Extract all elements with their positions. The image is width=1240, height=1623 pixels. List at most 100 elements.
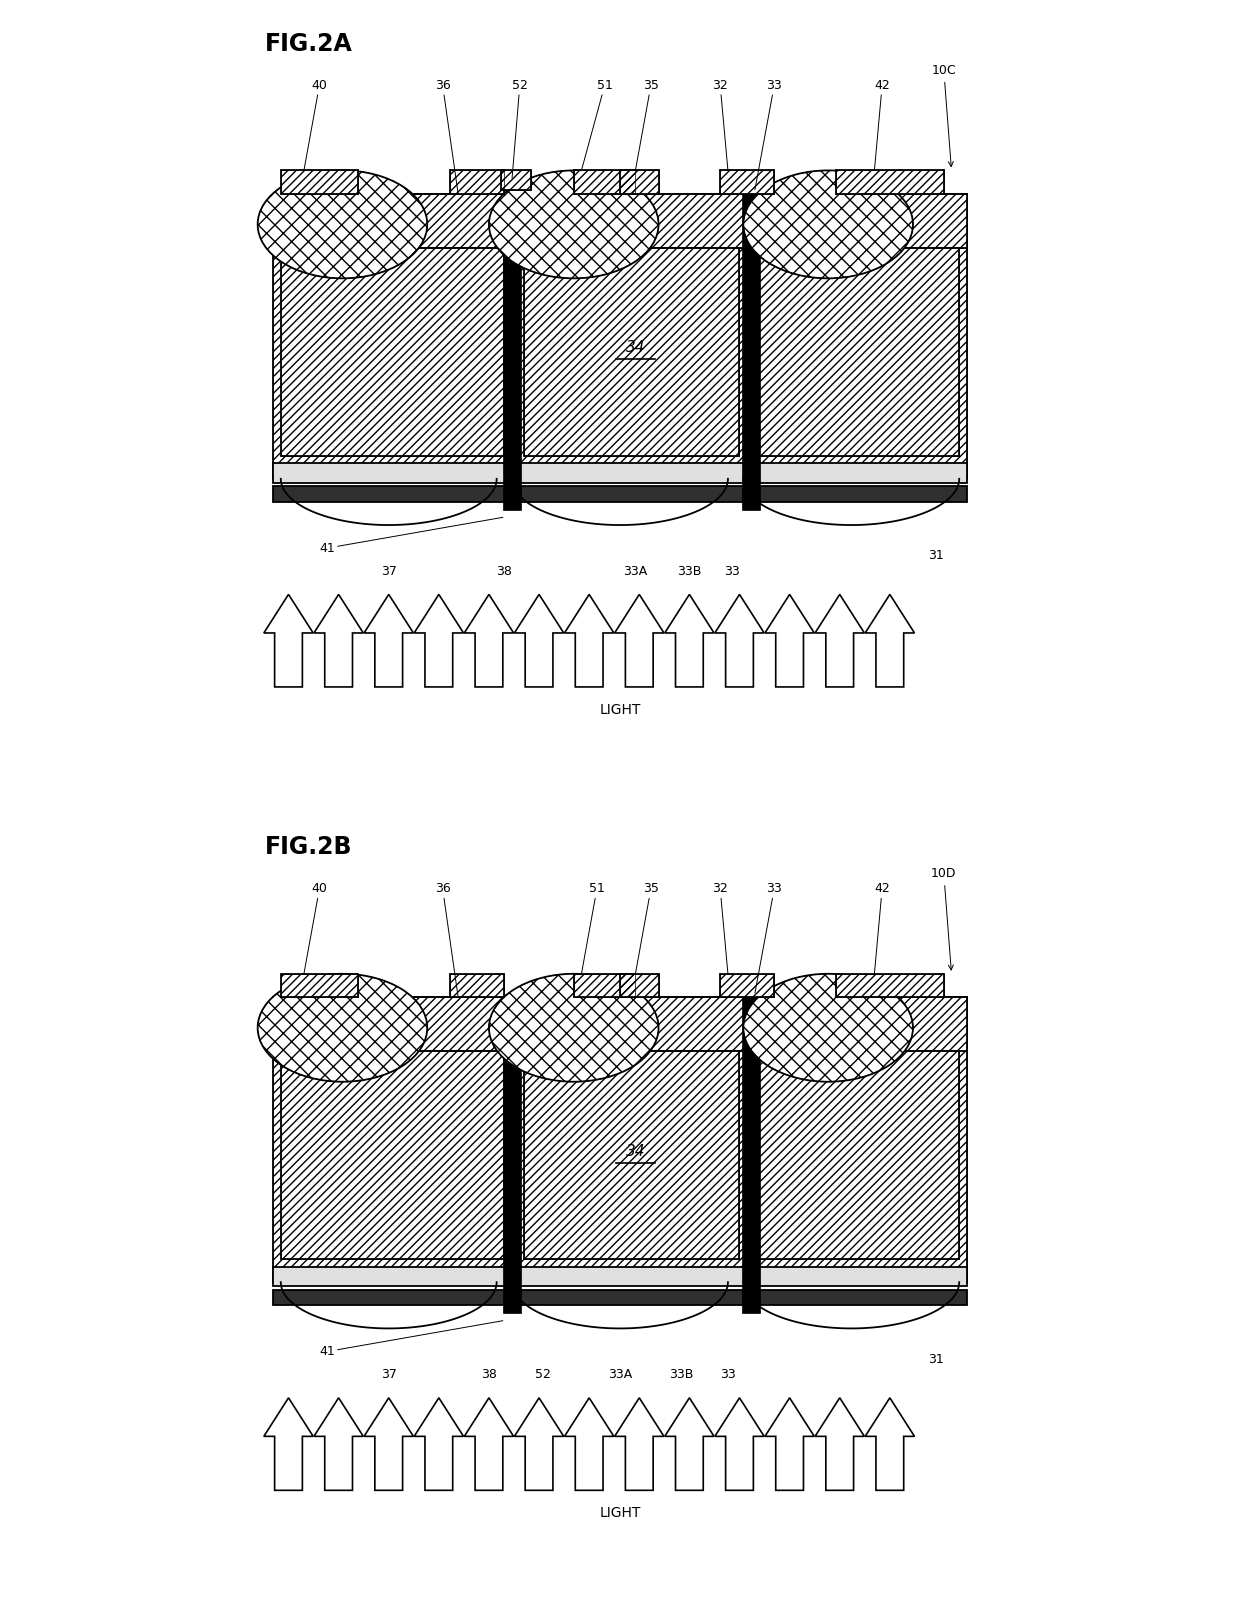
Bar	[280, 974, 358, 997]
Text: LIGHT: LIGHT	[599, 1506, 641, 1521]
Bar	[720, 170, 774, 193]
Bar	[836, 170, 944, 193]
Bar	[512, 193, 751, 479]
Bar	[720, 974, 774, 997]
Bar	[273, 193, 512, 479]
Bar	[751, 193, 967, 479]
Bar	[620, 974, 658, 997]
Bar	[574, 170, 635, 193]
Bar	[450, 974, 505, 997]
Polygon shape	[615, 594, 663, 687]
Bar	[273, 193, 967, 247]
Polygon shape	[665, 594, 714, 687]
Polygon shape	[564, 594, 614, 687]
Bar	[751, 997, 967, 1282]
Text: 51: 51	[582, 883, 605, 974]
Bar	[742, 997, 760, 1313]
Bar	[836, 974, 944, 997]
Ellipse shape	[258, 170, 428, 279]
Bar	[523, 247, 739, 456]
Bar	[836, 974, 944, 997]
Text: 51: 51	[582, 80, 613, 170]
Polygon shape	[414, 594, 464, 687]
Ellipse shape	[489, 974, 658, 1081]
Text: LIGHT: LIGHT	[599, 703, 641, 717]
Bar	[273, 1290, 967, 1305]
Bar	[280, 170, 358, 193]
Bar	[273, 193, 512, 479]
Text: 36: 36	[435, 883, 458, 997]
Bar	[273, 464, 967, 482]
Text: 33B: 33B	[670, 1368, 694, 1381]
Bar	[620, 170, 658, 193]
Ellipse shape	[743, 974, 913, 1081]
Bar	[280, 1052, 505, 1259]
Polygon shape	[365, 594, 413, 687]
Bar	[502, 997, 521, 1313]
Polygon shape	[414, 1397, 464, 1490]
Polygon shape	[365, 1397, 413, 1490]
Bar	[273, 997, 967, 1052]
Text: 31: 31	[929, 549, 944, 563]
Bar	[501, 170, 532, 190]
Bar	[273, 1266, 967, 1285]
Text: 38: 38	[481, 1368, 497, 1381]
Text: 38: 38	[496, 565, 512, 578]
Polygon shape	[515, 594, 564, 687]
Text: 40: 40	[304, 80, 327, 170]
Text: 41: 41	[319, 518, 502, 555]
Bar	[501, 170, 532, 190]
Bar	[523, 1052, 739, 1259]
Ellipse shape	[489, 170, 658, 279]
Ellipse shape	[258, 974, 428, 1081]
Bar	[742, 193, 760, 510]
Bar	[512, 997, 751, 1282]
Polygon shape	[564, 1397, 614, 1490]
Text: 33: 33	[755, 80, 782, 190]
Polygon shape	[615, 1397, 663, 1490]
Text: 36: 36	[435, 80, 458, 193]
Text: 32: 32	[712, 883, 728, 974]
Bar	[620, 170, 658, 193]
Polygon shape	[815, 1397, 864, 1490]
Bar	[280, 1052, 505, 1259]
Text: 42: 42	[874, 883, 890, 974]
Bar	[523, 1052, 739, 1259]
Text: 52: 52	[534, 1368, 551, 1381]
Polygon shape	[815, 594, 864, 687]
Text: 31: 31	[929, 1352, 944, 1367]
Polygon shape	[264, 594, 314, 687]
Bar	[280, 247, 505, 456]
Polygon shape	[264, 1397, 314, 1490]
Polygon shape	[866, 1397, 914, 1490]
Bar	[450, 170, 505, 193]
Bar	[574, 974, 635, 997]
Bar	[502, 193, 521, 510]
Bar	[512, 997, 751, 1282]
Bar	[620, 974, 658, 997]
Bar	[751, 193, 967, 479]
Bar	[280, 974, 358, 997]
Bar	[273, 997, 512, 1282]
Bar	[720, 170, 774, 193]
Bar	[759, 247, 960, 456]
Text: 42: 42	[874, 80, 890, 170]
Text: 33A: 33A	[624, 565, 647, 578]
Text: 34: 34	[626, 341, 645, 355]
Text: 10D: 10D	[931, 867, 956, 971]
Text: 52: 52	[512, 80, 528, 179]
Polygon shape	[665, 1397, 714, 1490]
Bar	[450, 974, 505, 997]
Text: 10C: 10C	[931, 63, 956, 167]
Text: 34: 34	[626, 1144, 645, 1159]
Bar	[450, 170, 505, 193]
Polygon shape	[464, 594, 513, 687]
Bar	[836, 170, 944, 193]
Text: 33: 33	[755, 883, 782, 993]
Bar	[273, 193, 967, 247]
Bar	[751, 997, 967, 1282]
Bar	[280, 170, 358, 193]
Bar	[273, 487, 967, 502]
Bar	[574, 974, 635, 997]
Polygon shape	[314, 1397, 363, 1490]
